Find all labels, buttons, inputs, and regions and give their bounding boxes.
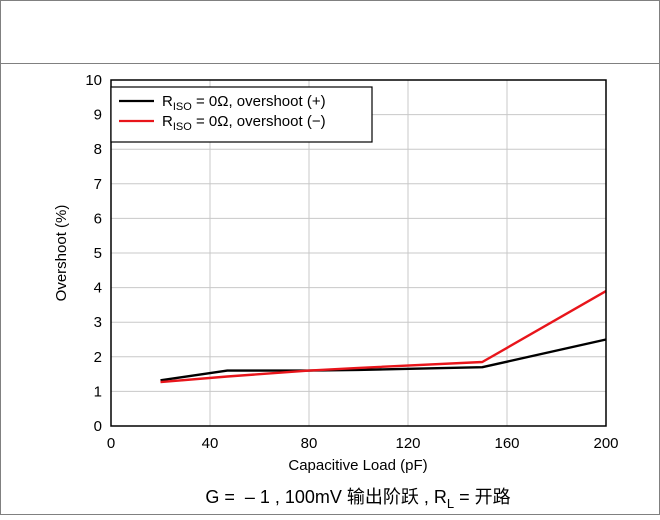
x-axis-label: Capacitive Load (pF) (288, 457, 427, 474)
y-tick-label: 0 (94, 418, 102, 435)
x-tick-labels: 0 40 80 120 160 200 (107, 435, 619, 452)
y-tick-label: 4 (94, 280, 102, 297)
series-line-overshoot-neg (160, 290, 607, 384)
x-tick-label: 200 (593, 435, 618, 452)
series-lines (160, 290, 607, 384)
y-tick-label: 8 (94, 141, 102, 158)
x-tick-label: 80 (301, 435, 318, 452)
plot-area-border (110, 79, 607, 427)
y-tick-label: 6 (94, 210, 102, 227)
legend: RISO = 0Ω, overshoot (+) RISO = 0Ω, over… (110, 86, 373, 143)
x-tick-label: 0 (107, 435, 115, 452)
legend-entry-pos: RISO = 0Ω, overshoot (+) (162, 93, 326, 113)
y-tick-label: 9 (94, 107, 102, 124)
y-axis-label: Overshoot (%) (53, 205, 70, 302)
x-tick-label: 120 (395, 435, 420, 452)
y-tick-label: 7 (94, 176, 102, 193)
figure-caption: G = – 1 , 100mV 输出阶跃 , RL = 开路 (205, 487, 510, 511)
x-tick-label: 160 (494, 435, 519, 452)
x-tick-label: 40 (202, 435, 219, 452)
y-tick-label: 5 (94, 245, 102, 262)
y-tick-label: 10 (85, 72, 102, 89)
y-tick-label: 1 (94, 383, 102, 400)
series-line-overshoot-pos (160, 338, 607, 382)
y-tick-labels: 0 1 2 3 4 5 6 7 8 9 10 (85, 72, 102, 435)
y-tick-label: 3 (94, 314, 102, 331)
y-tick-label: 2 (94, 349, 102, 366)
legend-entry-neg: RISO = 0Ω, overshoot (−) (162, 113, 326, 133)
legend-box (110, 86, 373, 143)
